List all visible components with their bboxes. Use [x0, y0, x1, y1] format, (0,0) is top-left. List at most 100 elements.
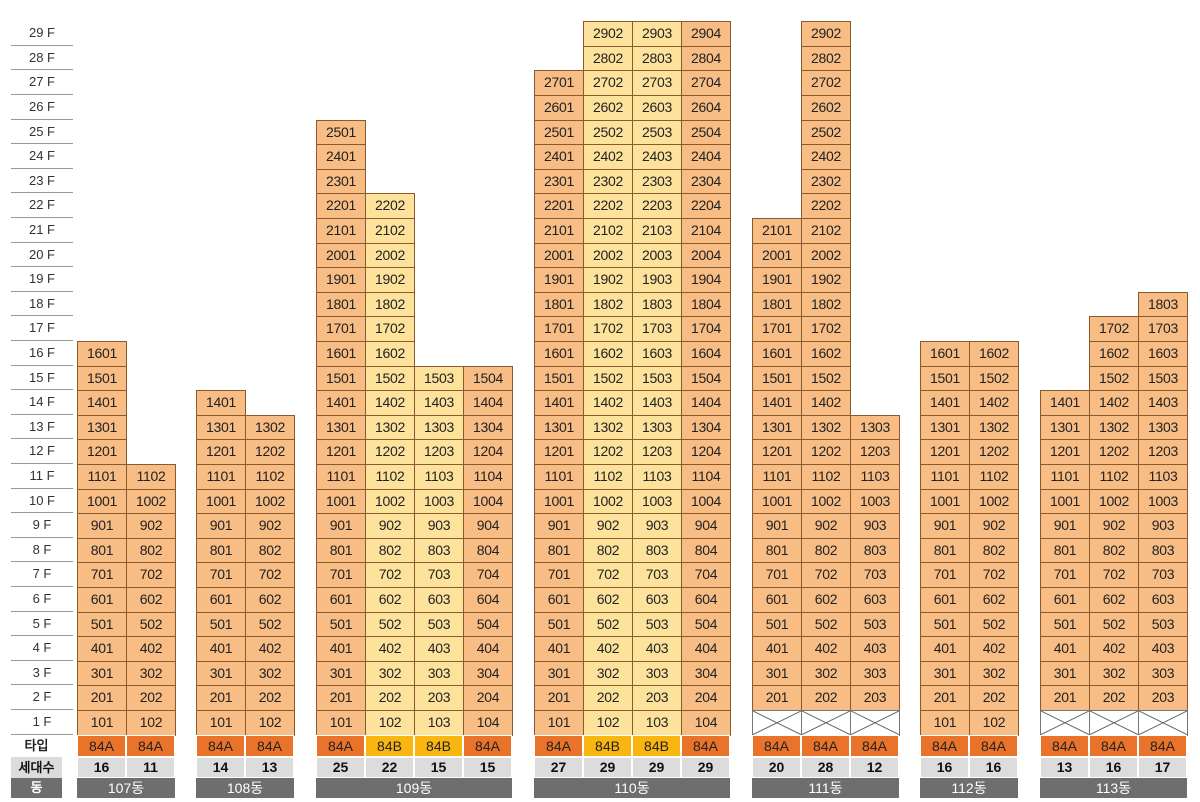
unit-cell: 402 [365, 636, 415, 662]
unit-cell: 2503 [632, 119, 682, 146]
building-row-label: 동 [11, 778, 62, 798]
unit-cell: 202 [245, 685, 295, 711]
unit-cell: 402 [245, 636, 295, 662]
unit-cell: 601 [316, 587, 366, 613]
unit-cell: 1902 [583, 267, 633, 293]
unit-cell: 601 [196, 587, 246, 613]
unit-cell: 1402 [1089, 390, 1139, 416]
unit-cell: 1101 [316, 464, 366, 490]
unit-cell: 902 [245, 513, 295, 539]
unit-cell: 2002 [365, 242, 415, 269]
unit-cell: 303 [414, 660, 464, 687]
household-count-cell: 29 [632, 757, 681, 778]
unit-cell: 202 [583, 685, 633, 711]
floor-label: 11 F [11, 464, 73, 489]
unit-cell: 1701 [534, 316, 584, 342]
unit-cell: 2603 [632, 95, 682, 121]
building-name-bar: 108동 [196, 778, 294, 798]
unit-cell: 302 [245, 660, 295, 687]
unit-cell: 2201 [534, 193, 584, 219]
unit-cell: 1202 [583, 439, 633, 465]
unit-cell: 1101 [920, 464, 970, 490]
unit-cell: 202 [969, 685, 1019, 711]
unit-cell: 302 [583, 660, 633, 687]
household-count-cell: 11 [126, 757, 175, 778]
unit-cell: 301 [196, 660, 246, 687]
unit-cell: 102 [245, 710, 295, 736]
unit-cell: 202 [126, 685, 176, 711]
pilotis-cell [752, 710, 802, 736]
unit-cell: 1002 [126, 488, 176, 515]
cross-icon [802, 711, 850, 735]
household-count-cell: 20 [752, 757, 801, 778]
unit-cell: 804 [463, 537, 513, 564]
unit-cell: 903 [632, 513, 682, 539]
unit-cell: 201 [752, 685, 802, 711]
unit-cell: 1801 [316, 291, 366, 318]
unit-cell: 1203 [1138, 439, 1188, 465]
unit-cell: 402 [583, 636, 633, 662]
unit-cell: 101 [920, 710, 970, 736]
unit-cell: 1903 [632, 267, 682, 293]
unit-cell: 301 [920, 660, 970, 687]
unit-cell: 1004 [681, 488, 731, 515]
unit-cell: 2402 [801, 144, 851, 170]
unit-cell: 1003 [414, 488, 464, 515]
unit-cell: 1203 [850, 439, 900, 465]
unit-cell: 902 [1089, 513, 1139, 539]
unit-cell: 1402 [365, 390, 415, 416]
unit-cell: 604 [463, 587, 513, 613]
unit-cell: 301 [534, 660, 584, 687]
unit-cell: 2604 [681, 95, 731, 121]
unit-cell: 1803 [632, 291, 682, 318]
unit-cell: 1602 [1089, 341, 1139, 367]
unit-cell: 1302 [365, 414, 415, 441]
unit-cell: 1001 [77, 488, 127, 515]
unit-cell: 801 [1040, 537, 1090, 564]
unit-cell: 103 [414, 710, 464, 736]
unit-cell: 1301 [316, 414, 366, 441]
unit-cell: 2904 [681, 21, 731, 47]
unit-cell: 2803 [632, 45, 682, 72]
floor-label: 15 F [11, 366, 73, 391]
unit-cell: 1601 [534, 341, 584, 367]
unit-cell: 401 [920, 636, 970, 662]
floor-label: 19 F [11, 267, 73, 292]
unit-cell: 303 [850, 660, 900, 687]
unit-cell: 602 [583, 587, 633, 613]
unit-cell: 201 [316, 685, 366, 711]
unit-cell: 601 [534, 587, 584, 613]
unit-cell: 2301 [316, 168, 366, 195]
unit-cell: 1003 [632, 488, 682, 515]
unit-cell: 1103 [850, 464, 900, 490]
household-count-cell: 22 [365, 757, 414, 778]
unit-cell: 902 [801, 513, 851, 539]
unit-cell: 1901 [316, 267, 366, 293]
unit-cell: 1302 [583, 414, 633, 441]
unit-cell: 601 [77, 587, 127, 613]
unit-cell: 1904 [681, 267, 731, 293]
unit-cell: 1202 [969, 439, 1019, 465]
household-count-cell: 13 [245, 757, 294, 778]
unit-cell: 301 [1040, 660, 1090, 687]
unit-cell: 2902 [583, 21, 633, 47]
unit-cell: 802 [583, 537, 633, 564]
unit-cell: 1303 [1138, 414, 1188, 441]
unit-cell: 2402 [583, 144, 633, 170]
unit-cell: 602 [969, 587, 1019, 613]
unit-cell: 701 [752, 562, 802, 588]
unit-cell: 2004 [681, 242, 731, 269]
unit-cell: 1103 [1138, 464, 1188, 490]
unit-cell: 1802 [801, 291, 851, 318]
unit-cell: 1101 [196, 464, 246, 490]
pilotis-cell [1138, 710, 1188, 736]
unit-cell: 2601 [534, 95, 584, 121]
unit-cell: 1201 [1040, 439, 1090, 465]
unit-cell: 501 [1040, 611, 1090, 638]
unit-cell: 803 [1138, 537, 1188, 564]
unit-cell: 2102 [365, 218, 415, 244]
unit-type-cell: 84A [1138, 735, 1187, 757]
unit-cell: 303 [1138, 660, 1188, 687]
unit-cell: 1202 [801, 439, 851, 465]
unit-cell: 502 [1089, 611, 1139, 638]
